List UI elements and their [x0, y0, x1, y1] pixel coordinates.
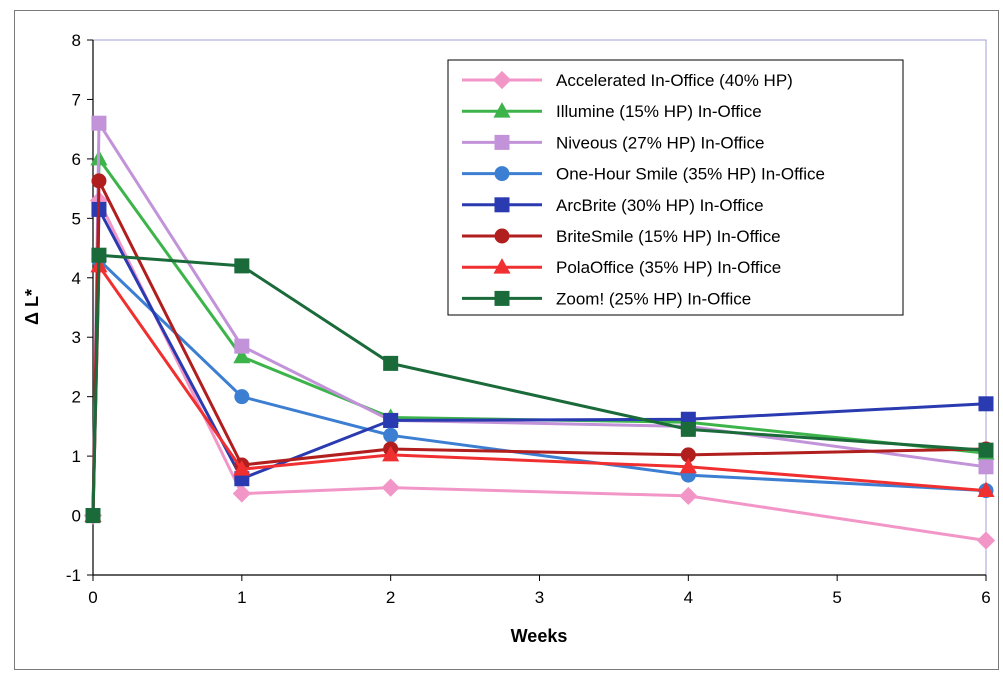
data-point: [492, 70, 512, 90]
data-point: [493, 102, 511, 118]
legend-entry: Zoom! (25% HP) In-Office: [462, 289, 751, 308]
data-point: [493, 258, 511, 274]
data-point: [383, 412, 399, 428]
data-point: [679, 457, 697, 474]
y-tick-label: 1: [72, 447, 81, 466]
data-point: [978, 396, 994, 412]
y-tick-label: 8: [72, 31, 81, 50]
legend-label: BriteSmile (15% HP) In-Office: [556, 227, 781, 246]
legend-entry: PolaOffice (35% HP) In-Office: [462, 258, 781, 277]
data-point: [680, 421, 696, 437]
y-tick-label: 0: [72, 507, 81, 526]
legend-label: Illumine (15% HP) In-Office: [556, 102, 762, 121]
data-point: [383, 427, 399, 443]
data-point: [494, 290, 510, 306]
x-tick-label: 2: [386, 588, 395, 607]
series-line: [91, 253, 987, 516]
legend-label: One-Hour Smile (35% HP) In-Office: [556, 165, 825, 184]
data-point: [494, 166, 510, 182]
y-tick-label: 6: [72, 150, 81, 169]
data-point: [91, 173, 107, 189]
data-point: [91, 247, 107, 263]
series-layer: [83, 115, 996, 550]
x-tick-label: 5: [832, 588, 841, 607]
x-tick-label: 1: [237, 588, 246, 607]
data-point: [234, 258, 250, 274]
x-tick-label: 3: [535, 588, 544, 607]
data-point: [234, 338, 250, 354]
legend-label: Zoom! (25% HP) In-Office: [556, 289, 751, 308]
x-tick-label: 4: [684, 588, 693, 607]
y-tick-label: 2: [72, 388, 81, 407]
y-tick-label: 7: [72, 90, 81, 109]
data-point: [232, 484, 251, 503]
series-line: [91, 179, 987, 516]
legend-label: ArcBrite (30% HP) In-Office: [556, 196, 764, 215]
legend-entry: Illumine (15% HP) In-Office: [462, 102, 762, 121]
data-point: [494, 197, 510, 213]
series: [85, 247, 994, 524]
y-axis-title: Δ L*: [22, 289, 42, 325]
legend-label: Niveous (27% HP) In-Office: [556, 133, 764, 152]
legend-entry: Accelerated In-Office (40% HP): [462, 70, 793, 90]
data-point: [234, 389, 250, 405]
data-point: [381, 478, 400, 497]
x-axis-title: Weeks: [511, 626, 568, 646]
data-point: [977, 481, 995, 498]
legend-label: Accelerated In-Office (40% HP): [556, 71, 793, 90]
data-point: [679, 486, 698, 506]
legend: Accelerated In-Office (40% HP) Illumine (…: [447, 59, 904, 316]
x-tick-label: 6: [981, 588, 990, 607]
legend-entry: Niveous (27% HP) In-Office: [462, 133, 764, 152]
y-tick-label: -1: [66, 566, 81, 585]
x-tick-label: 0: [88, 588, 97, 607]
data-point: [85, 508, 101, 524]
data-point: [382, 445, 400, 462]
data-point: [233, 347, 251, 364]
y-tick-label: 5: [72, 209, 81, 228]
data-point: [494, 134, 510, 150]
legend-label: PolaOffice (35% HP) In-Office: [556, 258, 781, 277]
data-point: [233, 460, 251, 476]
data-point: [383, 355, 399, 371]
y-tick-label: 4: [72, 269, 81, 288]
data-point: [976, 531, 996, 550]
legend-box: [447, 59, 904, 316]
legend-entry: One-Hour Smile (35% HP) In-Office: [462, 165, 825, 184]
y-tick-label: 3: [72, 328, 81, 347]
data-point: [91, 115, 107, 131]
data-point: [978, 459, 994, 475]
legend-entry: BriteSmile (15% HP) In-Office: [462, 227, 781, 246]
data-point: [978, 442, 994, 458]
data-point: [494, 228, 510, 244]
legend-entry: ArcBrite (30% HP) In-Office: [462, 196, 764, 215]
